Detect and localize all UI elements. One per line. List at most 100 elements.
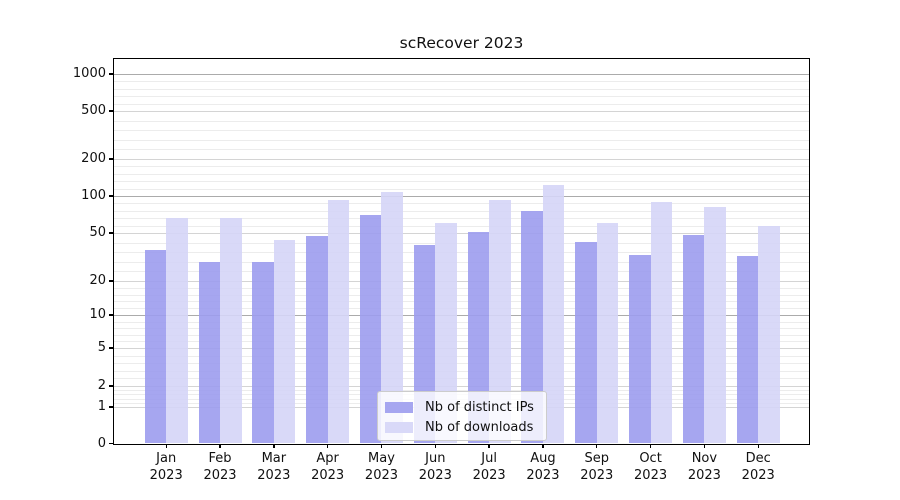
gridline-minor [113, 287, 809, 289]
y-tick-label-20: 20 [89, 273, 106, 288]
y-tick-label-5: 5 [97, 340, 106, 355]
x-tick-label-jan: Jan 2023 [149, 450, 183, 483]
gridline-minor [113, 210, 809, 212]
legend-label-downloads: Nb of downloads [425, 419, 534, 435]
x-tick-feb [219, 443, 221, 448]
bar-downloads-mar [273, 239, 296, 444]
gridline-minor [113, 363, 809, 365]
legend: Nb of distinct IPs Nb of downloads [377, 391, 547, 441]
gridline-minor [113, 103, 809, 105]
bar-downloads-jun [435, 223, 457, 444]
legend-item-downloads: Nb of downloads [378, 417, 546, 437]
gridline-major-20 [113, 281, 809, 282]
gridline-minor [113, 271, 809, 273]
gridline-major-100 [113, 196, 809, 197]
gridline-minor [113, 120, 809, 122]
gridline-minor [113, 301, 809, 303]
bar-downloads-apr [327, 199, 350, 444]
y-tick-50 [108, 232, 114, 234]
x-tick-label-aug: Aug 2023 [526, 450, 560, 483]
gridline-minor [113, 341, 809, 343]
bar-distinct-ips-feb [198, 261, 221, 444]
y-tick-label-0: 0 [97, 435, 106, 451]
bar-distinct-ips-jan [144, 250, 167, 444]
gridline-minor [113, 218, 809, 220]
gridline-minor [113, 334, 809, 336]
gridline-minor [113, 149, 809, 151]
bar-distinct-ips-dec [736, 256, 759, 444]
gridline-major-50 [113, 233, 809, 234]
gridline-minor [113, 225, 809, 227]
gridline-minor [113, 242, 809, 244]
gridline-major-5 [113, 348, 809, 349]
bar-downloads-may [381, 192, 403, 444]
gridline-major-2 [113, 386, 809, 387]
y-tick-0 [108, 442, 114, 445]
bar-downloads-feb [220, 218, 242, 444]
bar-distinct-ips-apr [306, 236, 328, 444]
x-tick-jul [488, 443, 490, 448]
gridline-minor [113, 181, 809, 183]
bar-downloads-dec [758, 226, 780, 444]
gridline-minor [113, 294, 809, 296]
x-tick-may [380, 443, 383, 448]
gridline-minor [113, 321, 809, 323]
x-tick-label-sep: Sep 2023 [580, 450, 614, 483]
bar-distinct-ips-mar [252, 261, 274, 444]
x-tick-dec [757, 443, 759, 448]
y-tick-500 [108, 110, 114, 112]
x-tick-label-nov: Nov 2023 [687, 450, 721, 483]
gridline-minor [113, 390, 809, 392]
gridline-minor [113, 328, 809, 330]
gridline-minor [113, 81, 809, 83]
y-tick-label-500: 500 [81, 103, 106, 118]
x-tick-aug [542, 443, 544, 448]
y-tick-200 [108, 158, 114, 160]
legend-swatch-distinct-ips [385, 401, 413, 413]
x-tick-label-feb: Feb 2023 [203, 450, 237, 483]
gridline-minor [113, 370, 809, 372]
legend-item-distinct-ips: Nb of distinct IPs [378, 397, 546, 417]
bar-downloads-jan [166, 218, 188, 444]
bar-distinct-ips-may [359, 215, 382, 444]
y-tick-label-10: 10 [89, 307, 106, 322]
gridline-minor [113, 203, 809, 205]
y-tick-2 [108, 385, 114, 387]
gridline-major-500 [113, 111, 809, 112]
y-tick-label-2: 2 [97, 378, 106, 393]
bar-distinct-ips-oct [629, 254, 651, 444]
y-tick-label-50: 50 [89, 225, 106, 240]
y-tick-label-1: 1 [97, 399, 106, 414]
x-tick-label-dec: Dec 2023 [741, 450, 775, 483]
x-tick-jan [165, 443, 167, 448]
gridline-minor [113, 261, 809, 263]
x-tick-nov [703, 443, 706, 448]
legend-label-distinct-ips: Nb of distinct IPs [425, 399, 534, 415]
y-tick-1 [108, 406, 114, 408]
gridline-major-1000 [113, 74, 809, 75]
bar-downloads-oct [650, 201, 673, 444]
gridline-minor [113, 166, 809, 168]
gridline-major-10 [113, 315, 809, 316]
bar-downloads-sep [596, 223, 619, 444]
gridline-minor [113, 378, 809, 380]
x-tick-mar [273, 443, 275, 448]
gridline-minor [113, 130, 809, 132]
y-tick-10 [108, 314, 114, 316]
y-tick-label-200: 200 [81, 151, 106, 166]
bar-downloads-jul [489, 200, 511, 444]
gridline-minor [113, 96, 809, 98]
bar-downloads-nov [704, 206, 726, 444]
x-tick-label-apr: Apr 2023 [311, 450, 345, 483]
y-tick-20 [108, 280, 114, 282]
bar-distinct-ips-jul [467, 231, 490, 444]
gridline-minor [113, 173, 809, 175]
x-tick-label-oct: Oct 2023 [634, 450, 668, 483]
gridline-minor [113, 88, 809, 90]
y-tick-100 [108, 195, 114, 197]
gridline-minor [113, 139, 809, 141]
bar-distinct-ips-sep [575, 242, 597, 444]
y-tick-1000 [108, 73, 114, 75]
chart-title: scRecover 2023 [399, 34, 524, 52]
